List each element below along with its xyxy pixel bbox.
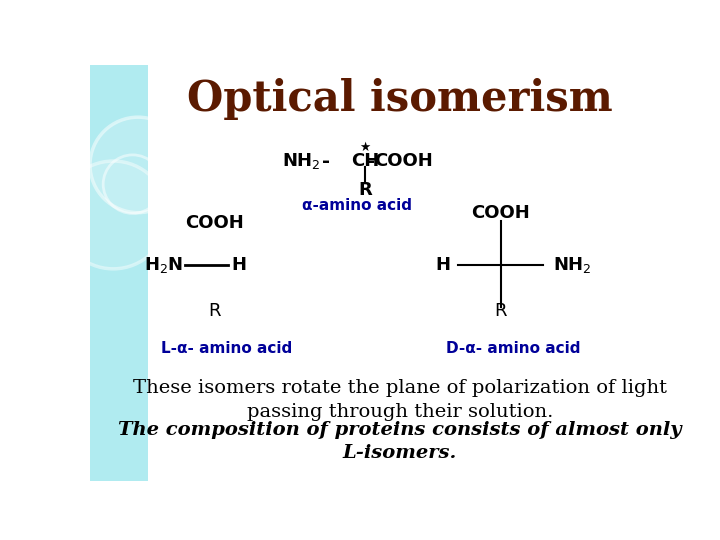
Text: -: - <box>367 152 375 171</box>
Circle shape <box>59 161 168 269</box>
Text: COOH: COOH <box>472 205 530 222</box>
Text: These isomers rotate the plane of polarization of light
passing through their so: These isomers rotate the plane of polari… <box>133 379 667 421</box>
Circle shape <box>90 117 186 213</box>
Text: Optical isomerism: Optical isomerism <box>187 78 613 120</box>
Text: R: R <box>359 181 372 199</box>
Text: H$_2$N: H$_2$N <box>144 255 183 275</box>
Text: L-α- amino acid: L-α- amino acid <box>161 341 292 356</box>
Text: H: H <box>232 256 247 274</box>
Text: R: R <box>208 302 220 320</box>
Text: D-α- amino acid: D-α- amino acid <box>446 341 581 356</box>
Text: The composition of proteins consists of almost only
L-isomers.: The composition of proteins consists of … <box>118 421 682 462</box>
Text: H: H <box>436 256 451 274</box>
Text: -: - <box>322 152 330 171</box>
Text: NH$_2$: NH$_2$ <box>554 255 592 275</box>
Text: α-amino acid: α-amino acid <box>302 198 413 213</box>
Text: COOH: COOH <box>374 152 433 170</box>
Text: R: R <box>495 302 507 320</box>
Bar <box>90 65 148 481</box>
Text: NH$_2$: NH$_2$ <box>282 151 320 171</box>
Text: COOH: COOH <box>184 214 243 232</box>
Text: CH: CH <box>351 152 379 170</box>
Text: ★: ★ <box>359 141 371 154</box>
